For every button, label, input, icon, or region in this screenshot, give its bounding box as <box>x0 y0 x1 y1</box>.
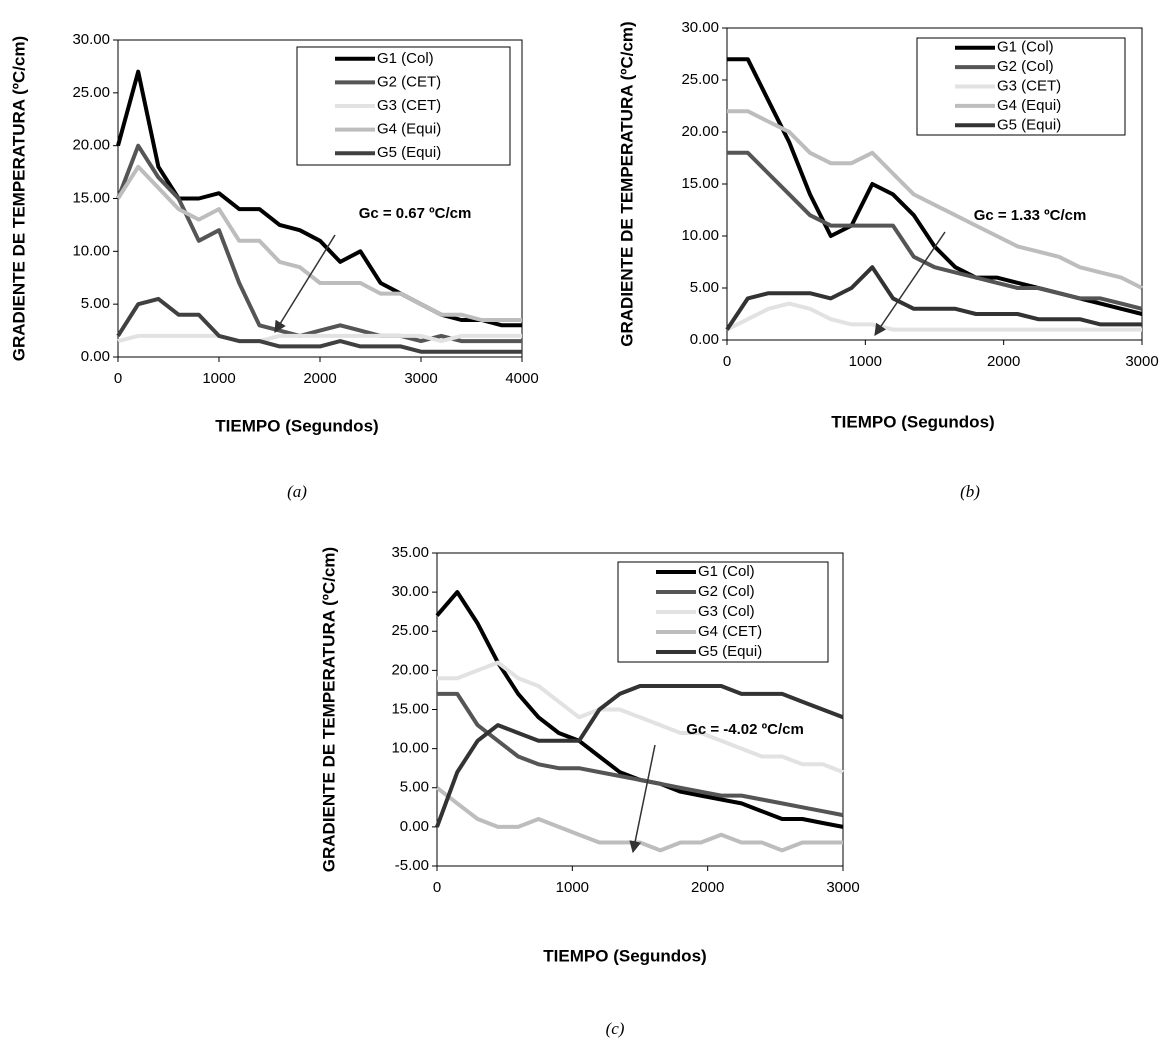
legend-label: G5 (Equi) <box>698 643 762 660</box>
y-tick-label: 30.00 <box>391 583 429 600</box>
legend-box <box>296 46 511 166</box>
caption: (a) <box>287 482 307 501</box>
y-tick-label: 5.00 <box>690 279 719 296</box>
series-line <box>437 660 844 774</box>
y-axis-title: GRADIENTE DE TEMPERATURA (ºC/cm) <box>319 547 338 872</box>
y-tick-label: 10.00 <box>681 227 719 244</box>
x-tick-label: 2000 <box>987 353 1020 370</box>
y-tick-label: 15.00 <box>72 189 110 206</box>
x-tick-label: 0 <box>114 370 122 387</box>
legend-label: G3 (Col) <box>698 603 755 620</box>
y-tick-label: -5.00 <box>395 857 429 874</box>
legend-label: G1 (Col) <box>698 563 755 580</box>
series-line <box>727 109 1143 290</box>
y-axis-title: GRADIENTE DE TEMPERATURA (ºC/cm) <box>9 36 28 361</box>
x-axis-title: TIEMPO (Segundos) <box>543 946 706 965</box>
series-line <box>116 164 522 322</box>
x-axis-title: TIEMPO (Segundos) <box>831 412 994 431</box>
x-tick-label: 2000 <box>303 370 336 387</box>
y-tick-label: 0.00 <box>400 818 429 835</box>
series-line <box>727 150 1143 311</box>
y-tick-label: 25.00 <box>391 622 429 639</box>
annotation-arrow <box>274 234 336 334</box>
chart: 0.00 5.00 10.00 15.00 20.00 25.00 30.00 0 1000 20… <box>617 19 1158 501</box>
series-line <box>726 301 1142 332</box>
y-tick-label: 25.00 <box>681 71 719 88</box>
x-tick-label: 0 <box>723 353 731 370</box>
annotation-arrow <box>629 744 656 854</box>
series-line <box>437 691 844 818</box>
y-tick-label: 10.00 <box>72 242 110 259</box>
caption: (c) <box>606 1019 625 1038</box>
annotation: Gc = -4.02 ºC/cm <box>686 721 804 738</box>
y-tick-label: 5.00 <box>81 295 110 312</box>
x-axis-title: TIEMPO (Segundos) <box>215 416 378 435</box>
x-tick-label: 0 <box>433 879 441 896</box>
x-tick-label: 3000 <box>1125 353 1158 370</box>
series-line <box>117 333 522 344</box>
legend-label: G4 (Equi) <box>997 97 1061 114</box>
legend-label: G3 (CET) <box>377 97 441 114</box>
legend-label: G1 (Col) <box>377 50 434 67</box>
y-tick-label: 20.00 <box>391 661 429 678</box>
series-line <box>435 684 844 828</box>
legend-box <box>916 37 1126 136</box>
y-tick-label: 15.00 <box>391 700 429 717</box>
legend-label: G4 (CET) <box>698 623 762 640</box>
annotation: Gc = 0.67 ºC/cm <box>359 205 472 222</box>
legend-label: G2 (Col) <box>997 58 1054 75</box>
y-tick-label: 0.00 <box>690 331 719 348</box>
y-tick-label: 35.00 <box>391 544 429 561</box>
x-tick-label: 1000 <box>202 370 235 387</box>
caption: (b) <box>960 482 980 501</box>
legend-label: G1 (Col) <box>997 39 1054 56</box>
y-tick-label: 30.00 <box>681 19 719 36</box>
legend-label: G5 (Equi) <box>377 144 441 161</box>
x-tick-label: 1000 <box>849 353 882 370</box>
x-tick-label: 3000 <box>826 879 859 896</box>
x-tick-label: 3000 <box>404 370 437 387</box>
y-tick-label: 25.00 <box>72 84 110 101</box>
y-axis-title: GRADIENTE DE TEMPERATURA (ºC/cm) <box>617 21 636 346</box>
legend-label: G2 (Col) <box>698 583 755 600</box>
series-line <box>725 265 1142 331</box>
y-tick-label: 20.00 <box>72 137 110 154</box>
series-line <box>116 296 522 354</box>
chart: -5.00 0.00 5.00 10.00 15.00 20.00 25.00 30.00 35… <box>319 544 859 1038</box>
legend-box <box>617 561 829 663</box>
y-tick-label: 30.00 <box>72 31 110 48</box>
y-tick-label: 15.00 <box>681 175 719 192</box>
x-tick-label: 2000 <box>691 879 724 896</box>
x-tick-label: 1000 <box>556 879 589 896</box>
x-tick-label: 4000 <box>505 370 538 387</box>
annotation: Gc = 1.33 ºC/cm <box>974 207 1087 224</box>
legend-label: G3 (CET) <box>997 77 1061 94</box>
annotation-arrow <box>874 231 946 336</box>
y-tick-label: 5.00 <box>400 779 429 796</box>
y-tick-label: 10.00 <box>391 740 429 757</box>
legend-label: G2 (CET) <box>377 73 441 90</box>
chart: 0.00 5.00 10.00 15.00 20.00 25.00 30.00 0 1000 20… <box>9 31 538 501</box>
legend-label: G4 (Equi) <box>377 121 441 138</box>
series-line <box>116 69 522 328</box>
y-tick-label: 20.00 <box>681 123 719 140</box>
y-tick-label: 0.00 <box>81 348 110 365</box>
legend-label: G5 (Equi) <box>997 116 1061 133</box>
